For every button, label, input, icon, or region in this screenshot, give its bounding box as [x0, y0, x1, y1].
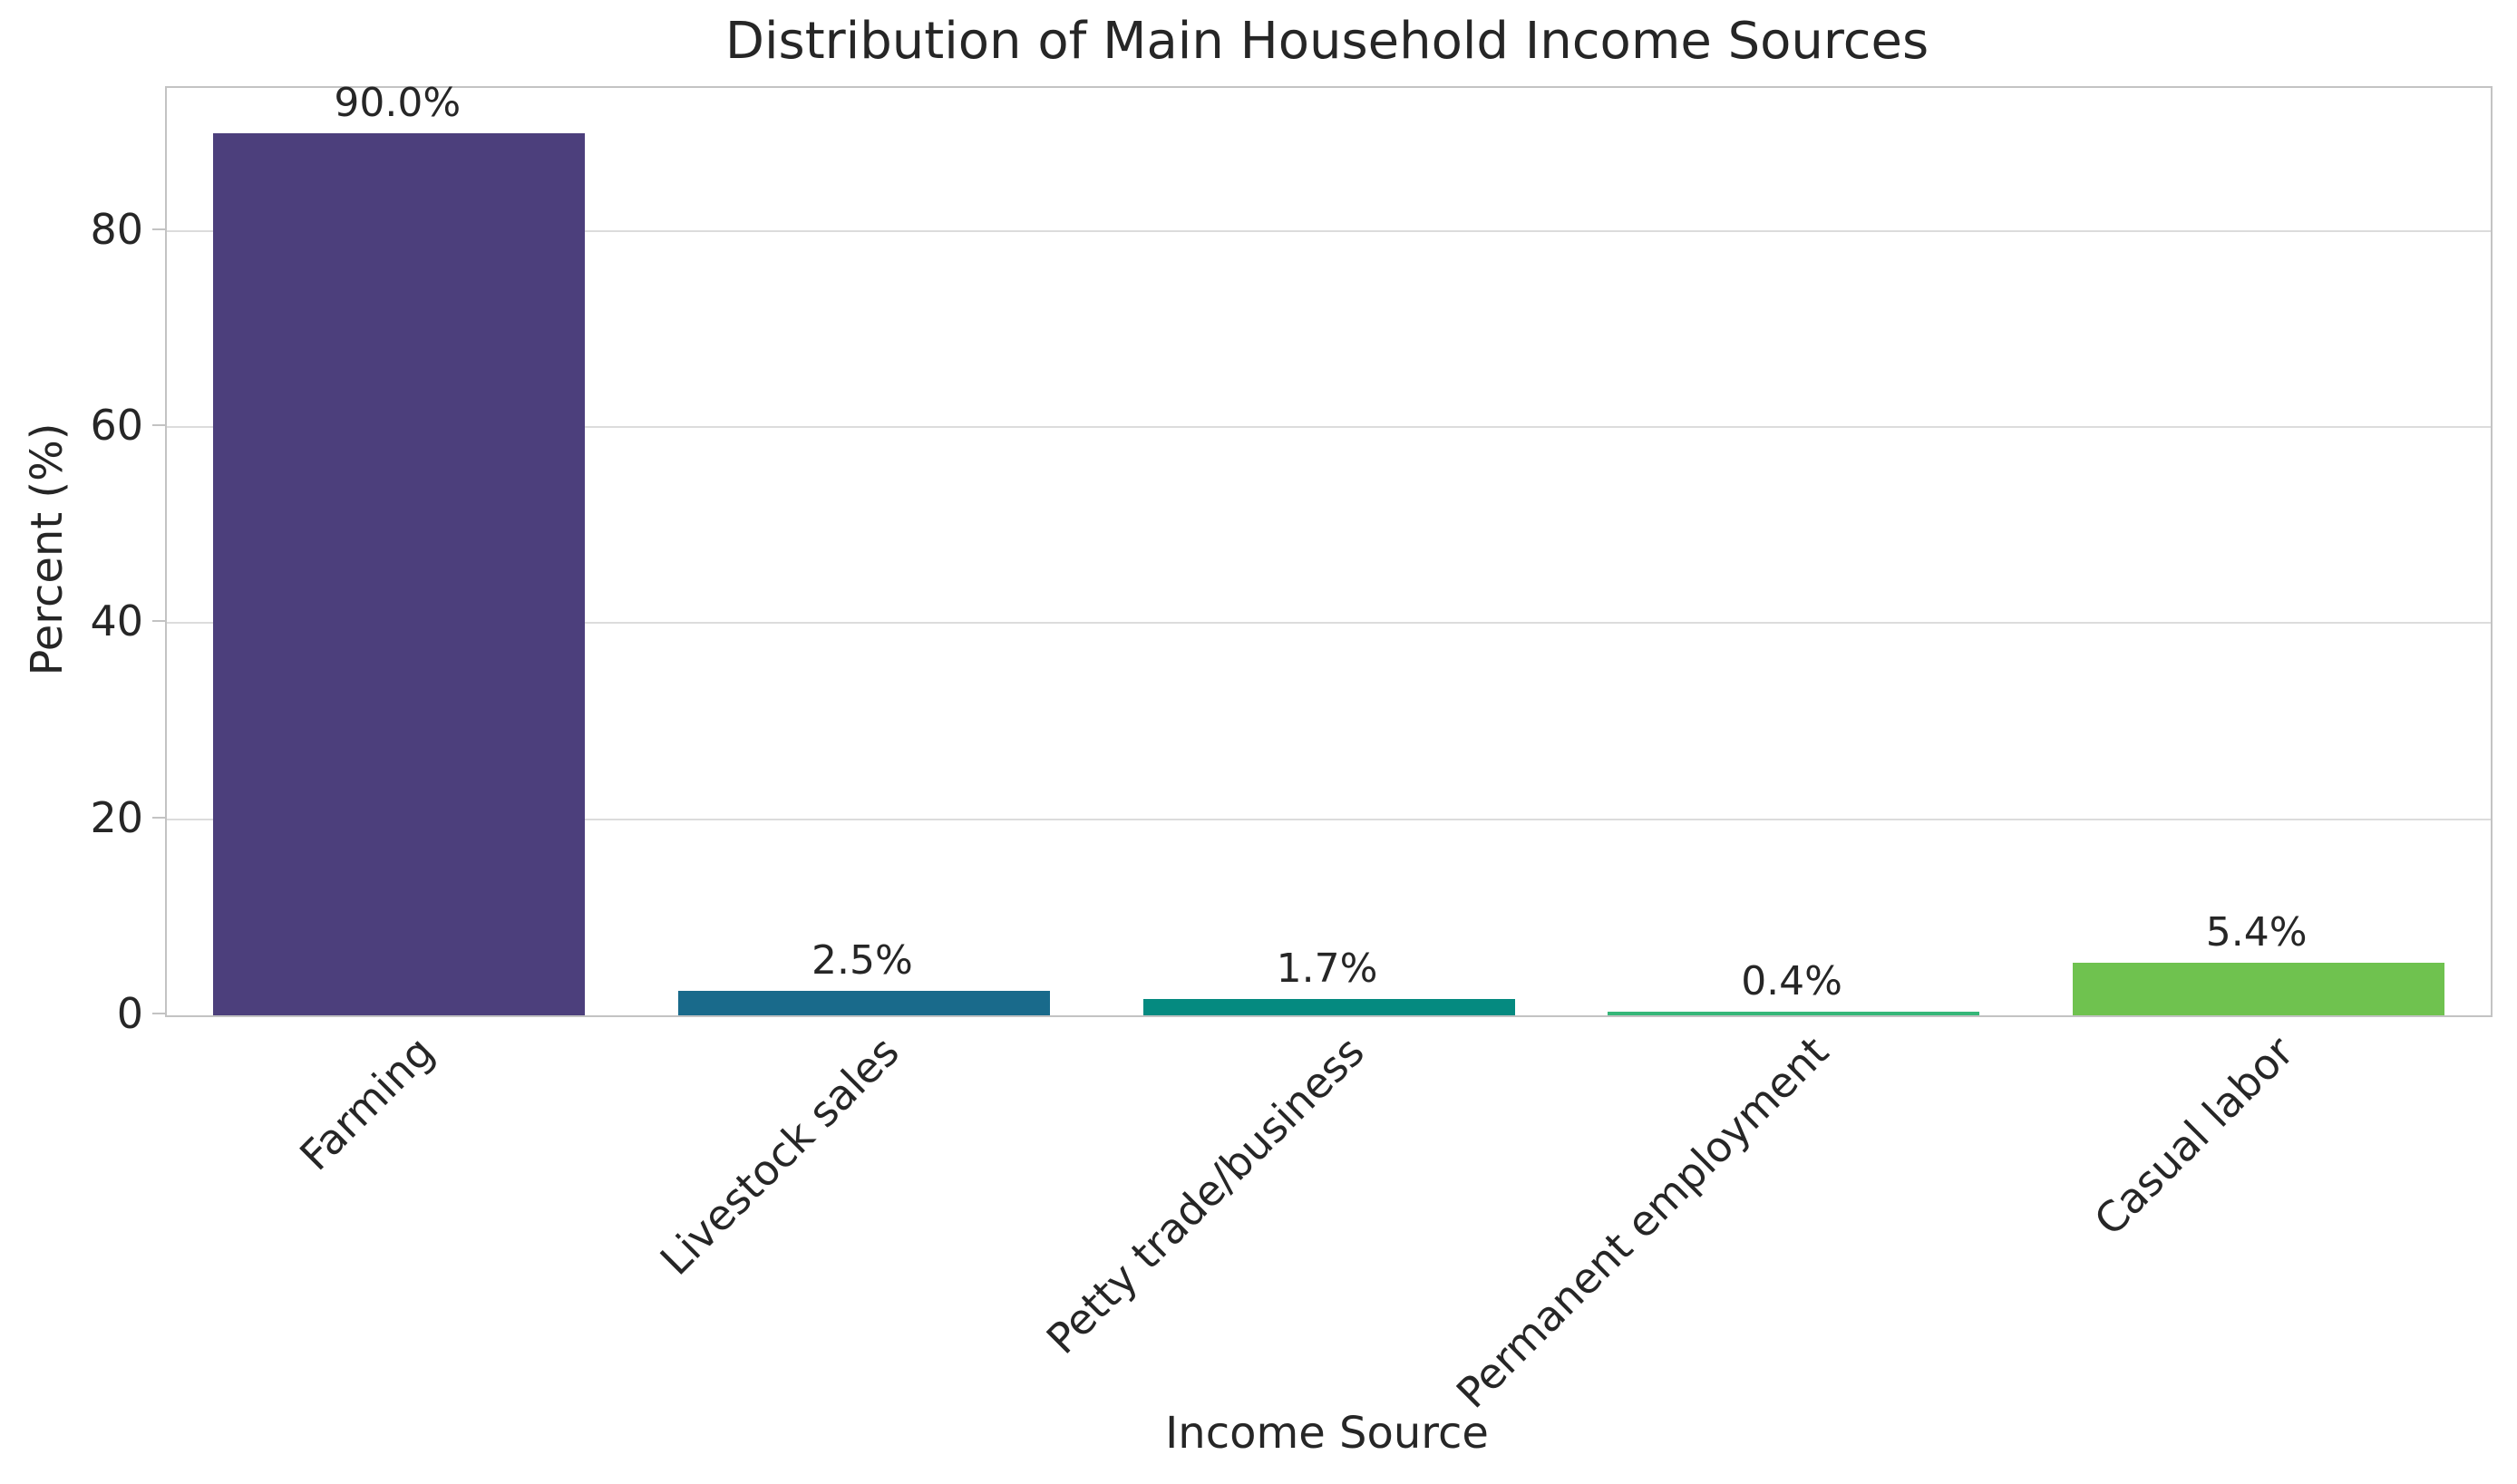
bar-permanent-employment	[1608, 1012, 1980, 1015]
plot-area	[165, 86, 2493, 1017]
y-tick-mark-20	[152, 816, 165, 819]
y-tick-mark-60	[152, 424, 165, 427]
bar-petty-trade-business	[1142, 999, 1515, 1015]
gridline-60	[167, 426, 2491, 429]
bar-value-label-casual-labor: 5.4%	[2205, 909, 2308, 955]
bar-value-label-petty-trade-business: 1.7%	[1276, 946, 1378, 992]
y-tick-mark-80	[152, 228, 165, 230]
gridline-20	[167, 818, 2491, 820]
y-tick-label-0: 0	[116, 989, 143, 1038]
chart-title: Distribution of Main Household Income So…	[724, 12, 1929, 71]
y-tick-label-40: 40	[90, 597, 143, 646]
y-tick-label-80: 80	[90, 204, 143, 254]
y-axis-title: Percent (%)	[22, 422, 73, 676]
gridline-80	[167, 229, 2491, 232]
y-tick-label-60: 60	[90, 401, 143, 451]
bar-value-label-livestock-sales: 2.5%	[811, 937, 913, 984]
gridline-40	[167, 622, 2491, 625]
y-tick-mark-0	[152, 1013, 165, 1014]
bar-value-label-permanent-employment: 0.4%	[1741, 958, 1842, 1004]
bar-casual-labor	[2072, 963, 2444, 1015]
bar-farming	[213, 133, 586, 1015]
bar-livestock-sales	[677, 991, 1050, 1015]
y-tick-mark-40	[152, 620, 165, 623]
y-tick-label-20: 20	[90, 792, 143, 842]
x-axis-title: Income Source	[1165, 1408, 1489, 1459]
bar-value-label-farming: 90.0%	[334, 80, 462, 126]
